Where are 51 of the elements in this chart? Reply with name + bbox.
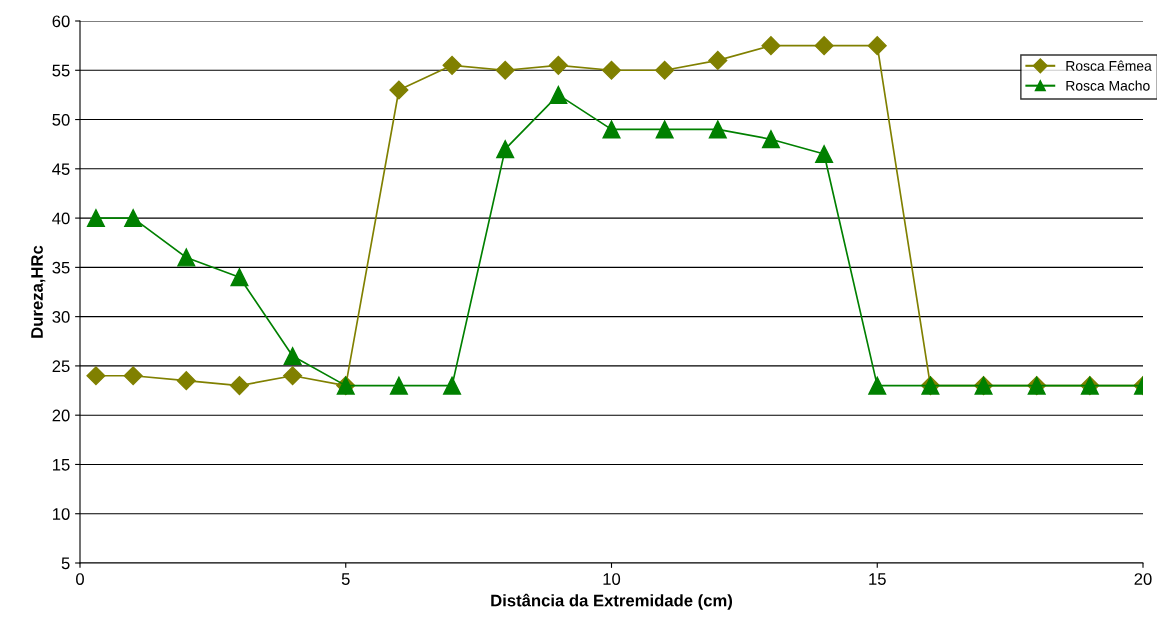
point [761,36,781,56]
point [495,60,515,80]
y-tick-label: 35 [52,261,70,274]
y-tick-label: 55 [52,64,70,77]
point [442,55,462,75]
y-tick-label: 10 [53,508,70,520]
point [389,376,408,395]
point [708,120,727,139]
point [708,50,728,70]
point [549,85,568,104]
y-tick-label: 25 [52,360,70,373]
y-tick-label: 40 [52,212,70,225]
point [655,120,674,139]
point [601,60,622,80]
legend-label: Rosca Macho [1066,80,1150,91]
y-tick-label: 5 [61,557,70,570]
point [655,60,675,80]
y-tick-label: 60 [52,15,70,28]
point [548,55,568,75]
point [123,366,143,386]
point [761,130,780,149]
point [176,371,196,391]
x-tick-label: 15 [869,573,886,585]
y-axis-title: Dureza,HRc [31,245,46,338]
y-tick-label: 15 [53,459,70,471]
y-tick-label: 20 [52,409,70,422]
point [389,80,409,100]
point [868,376,887,395]
point [283,347,302,366]
point [124,209,143,228]
point [229,376,249,396]
y-tick-label: 50 [52,113,70,126]
x-axis-title: Distância da Extremidade (cm) [491,593,733,610]
point [86,366,106,386]
x-tick-label: 0 [76,573,84,585]
point [86,209,105,228]
y-tick-label: 30 [52,311,70,323]
legend-label: Rosca Fêmea [1066,60,1152,71]
point [867,36,887,56]
point [230,268,249,287]
point [814,36,834,56]
y-tick-label: 45 [52,163,70,176]
point [283,366,303,386]
point [815,145,834,164]
point [177,248,196,267]
point [602,120,621,139]
x-tick-label: 5 [341,573,350,585]
point [496,140,515,159]
x-tick-label: 20 [1134,573,1152,585]
x-tick-label: 10 [603,573,621,585]
point [443,376,462,395]
